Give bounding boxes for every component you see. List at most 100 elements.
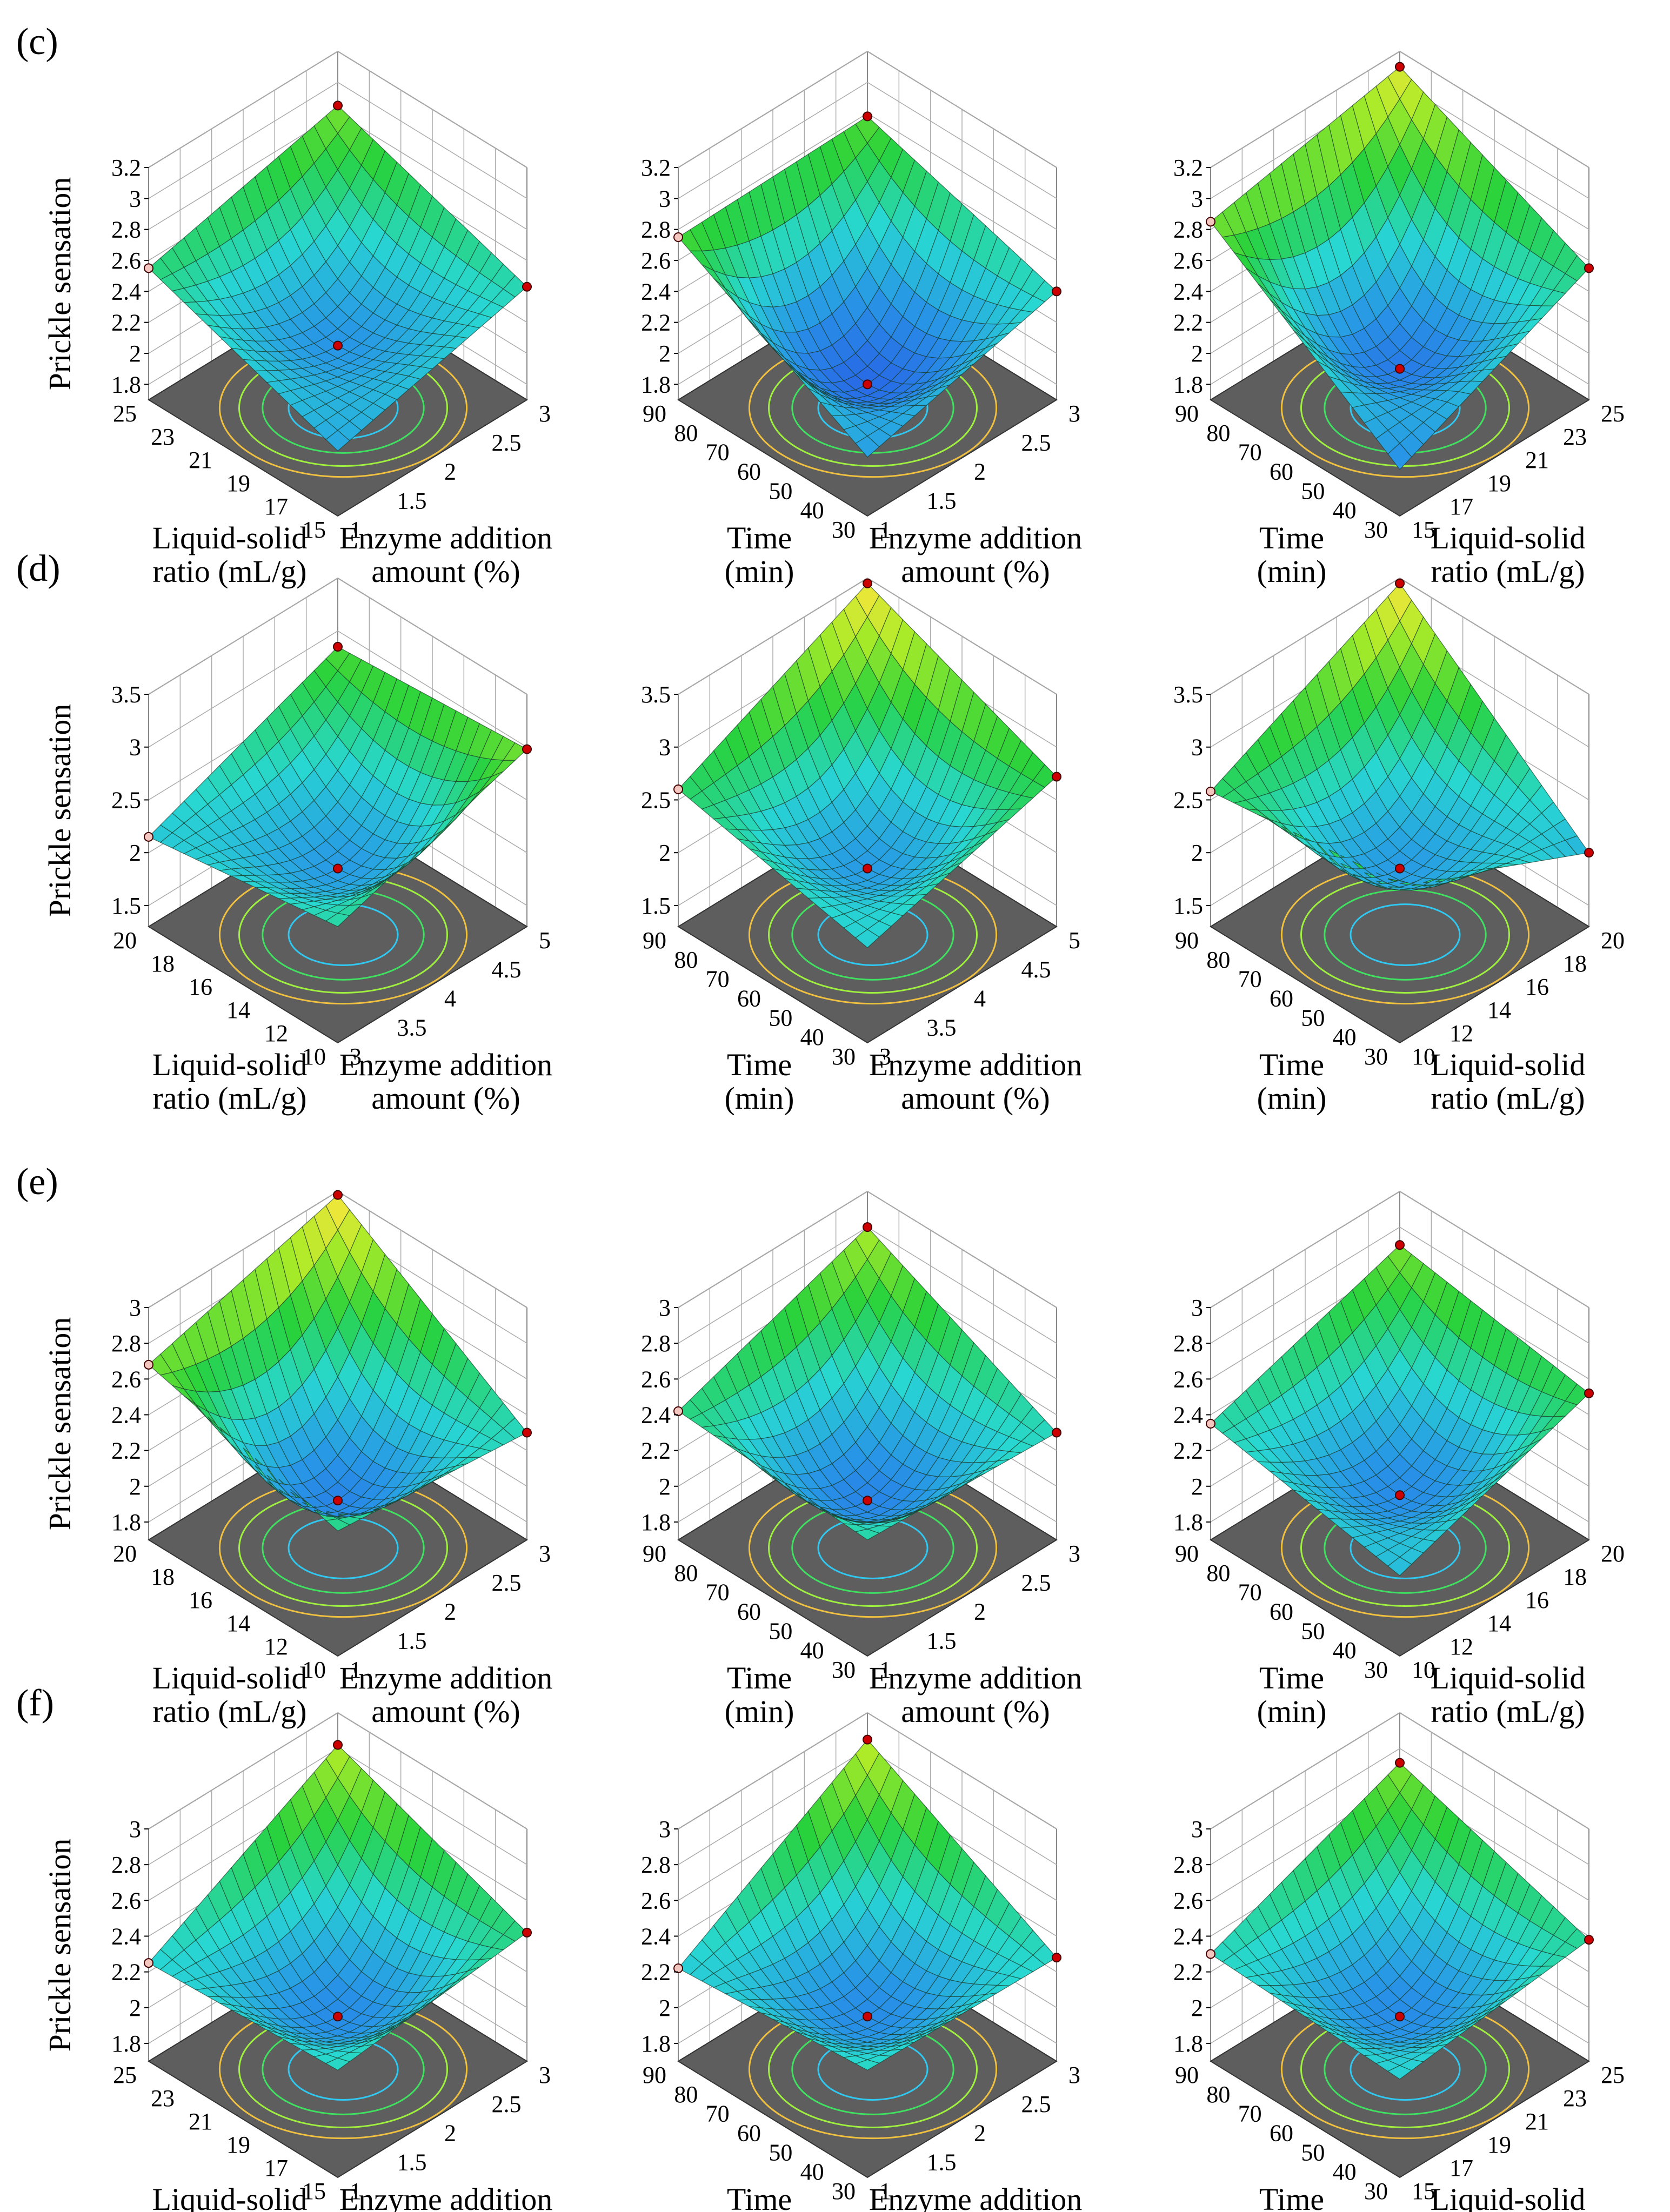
- grid-line: [148, 631, 338, 748]
- z-axis-label: Prickle sensation: [42, 177, 77, 391]
- x-tick-label: 10: [302, 1657, 326, 1683]
- x-tick-label: 60: [1270, 986, 1293, 1012]
- z-tick-label: 3: [129, 1295, 141, 1321]
- design-points: [1206, 1758, 1594, 2022]
- z-tick-label: 3.2: [111, 155, 141, 181]
- grid-line: [678, 1712, 868, 1829]
- design-point: [333, 642, 343, 652]
- x-tick-label: 23: [151, 2085, 175, 2112]
- y-tick-label: 21: [1525, 447, 1549, 473]
- x-tick-label: 60: [1270, 2120, 1293, 2147]
- x-tick-label: 90: [1175, 400, 1199, 427]
- grid-line: [148, 1712, 338, 1829]
- y-tick-label: 14: [1487, 997, 1511, 1023]
- grid-line: [1399, 578, 1589, 695]
- design-point: [673, 232, 683, 242]
- panel-label: (c): [16, 21, 58, 63]
- x-tick-label: 18: [151, 950, 175, 977]
- z-tick-label: 2.8: [1173, 1852, 1203, 1878]
- x-axis-label: Time: [1259, 1047, 1324, 1082]
- x-tick-label: 50: [769, 2139, 792, 2166]
- z-tick-label: 3: [1191, 185, 1203, 212]
- y-tick-label: 1.5: [927, 2149, 957, 2175]
- z-tick-label: 2.8: [1173, 1330, 1203, 1357]
- design-point: [1395, 1240, 1405, 1250]
- x-tick-label: 30: [832, 1043, 856, 1070]
- y-tick-label: 16: [1525, 974, 1549, 1000]
- y-tick-label: 3: [539, 2062, 551, 2088]
- surface-plot: 1.5 2 2.5 3 3.5 30 40 50 60 70 80 90 10 12 14 16 18 20 Tim…: [1173, 578, 1625, 1116]
- surface-mesh: [678, 582, 1057, 948]
- y-tick-label: 23: [1563, 424, 1587, 450]
- y-axis-label: Enzyme addition: [339, 1660, 553, 1695]
- z-tick-label: 2.8: [111, 217, 141, 243]
- y-tick-label: 1.5: [397, 1627, 427, 1654]
- y-axis-label: ratio (mL/g): [1431, 1081, 1585, 1116]
- grid-line: [678, 51, 868, 168]
- x-tick-label: 60: [737, 1599, 761, 1625]
- grid-line: [148, 51, 338, 168]
- z-tick-label: 3.2: [1173, 155, 1203, 181]
- z-tick-label: 2.6: [641, 247, 671, 274]
- z-tick-label: 3: [1191, 1295, 1203, 1321]
- z-tick-label: 3: [129, 185, 141, 212]
- z-tick-label: 3: [1191, 734, 1203, 761]
- x-tick-label: 25: [113, 400, 137, 427]
- design-point: [144, 1359, 153, 1370]
- y-tick-label: 2.5: [1021, 2091, 1051, 2117]
- y-tick-label: 20: [1601, 1540, 1625, 1567]
- x-tick-label: 30: [1364, 1657, 1388, 1683]
- design-point: [1206, 217, 1215, 227]
- design-point: [863, 863, 872, 874]
- z-axis-label: Prickle sensation: [42, 1317, 77, 1531]
- z-tick-label: 2.6: [111, 1366, 141, 1392]
- design-point: [144, 832, 153, 842]
- design-point: [333, 1496, 343, 1506]
- x-tick-label: 15: [302, 2178, 326, 2204]
- y-tick-label: 2: [974, 459, 986, 485]
- z-tick-label: 2.8: [111, 1852, 141, 1878]
- y-tick-label: 2.5: [1021, 1570, 1051, 1596]
- surface-plot: 1.8 2 2.2 2.4 2.6 2.8 3 30 40 50 60 70 80 90 15 17 19 21 2…: [1173, 1712, 1625, 2212]
- z-axis-label: Prickle sensation: [42, 1839, 77, 2052]
- grid-line: [1399, 51, 1589, 168]
- y-tick-label: 1.5: [927, 1627, 957, 1654]
- y-axis-label: Enzyme addition: [339, 2182, 553, 2212]
- x-tick-label: 50: [769, 478, 792, 504]
- surface-plot: 1.5 2 2.5 3 3.5 30 40 50 60 70 80 90 3 3.5 4 4.5 5 Time(m…: [641, 578, 1082, 1116]
- grid-line: [148, 82, 338, 199]
- design-point: [673, 784, 683, 794]
- z-tick-label: 2.4: [1173, 1923, 1203, 1949]
- design-point: [1395, 62, 1405, 72]
- x-axis-label: (min): [725, 1081, 794, 1116]
- grid-line: [148, 578, 338, 695]
- grid-line: [867, 578, 1057, 695]
- y-tick-label: 16: [1525, 1587, 1549, 1613]
- x-axis-label: Liquid-solid: [152, 2182, 308, 2212]
- design-point: [144, 1958, 153, 1968]
- z-tick-label: 2.5: [641, 787, 671, 813]
- x-tick-label: 90: [643, 927, 666, 954]
- y-axis-label: ratio (mL/g): [1431, 1694, 1585, 1729]
- design-point: [1395, 2012, 1405, 2022]
- design-point: [522, 1927, 532, 1938]
- x-tick-label: 90: [643, 1540, 666, 1567]
- z-tick-label: 3.2: [641, 155, 671, 181]
- grid-line: [867, 113, 1057, 230]
- design-points: [673, 578, 1061, 874]
- x-axis-label: Time: [727, 1047, 792, 1082]
- design-point: [1395, 863, 1405, 874]
- z-tick-label: 2.4: [111, 1402, 141, 1428]
- y-tick-label: 25: [1601, 2062, 1625, 2088]
- z-tick-label: 2.4: [641, 278, 671, 305]
- x-axis-label: Time: [1259, 2182, 1324, 2212]
- design-point: [863, 1496, 872, 1506]
- x-tick-label: 80: [1206, 2081, 1230, 2108]
- z-tick-label: 2.8: [111, 1330, 141, 1357]
- z-tick-label: 2.6: [111, 247, 141, 274]
- grid-line: [1210, 1748, 1400, 1865]
- y-tick-label: 3.5: [397, 1014, 427, 1041]
- y-tick-label: 2.5: [492, 2091, 522, 2117]
- z-tick-label: 2: [1191, 1995, 1203, 2021]
- design-point: [1395, 1758, 1405, 1768]
